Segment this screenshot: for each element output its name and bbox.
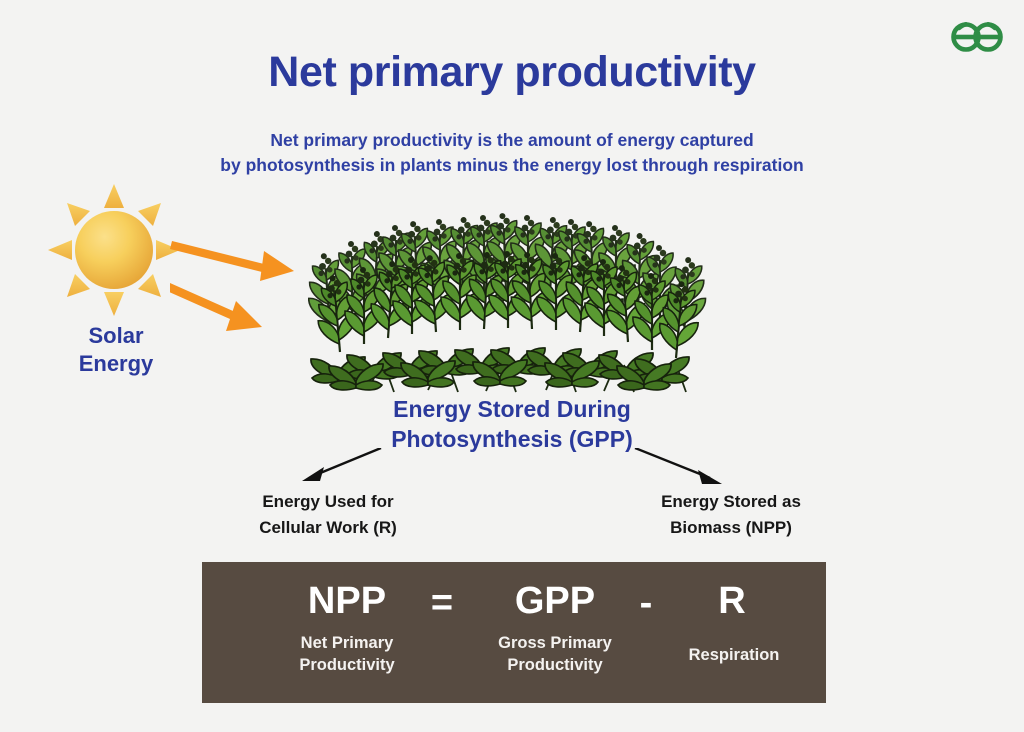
page-subtitle: Net primary productivity is the amount o… — [0, 128, 1024, 178]
gpp-label-line-1: Energy Stored During — [393, 396, 631, 422]
vegetation-bush-icon — [304, 211, 712, 394]
branch-right-line-1: Energy Stored as — [661, 492, 801, 511]
branch-left-line-1: Energy Used for — [262, 492, 394, 511]
npp-expansion-line-1: Net Primary — [300, 634, 394, 652]
geeksforgeeks-logo — [946, 16, 1008, 56]
r-expansion-line-1: Respiration — [688, 646, 780, 664]
branch-label-biomass: Energy Stored as Biomass (NPP) — [608, 489, 854, 541]
solar-ray-arrows — [167, 225, 320, 345]
equation-operator-minus: - — [639, 582, 653, 624]
equation-operator-equals: = — [430, 582, 454, 624]
equation-expansion-r: Respiration — [654, 644, 814, 666]
gpp-split-arrows — [280, 446, 740, 493]
gpp-expansion-line-2: Productivity — [507, 656, 603, 674]
equation-term-gpp: GPP — [514, 580, 596, 622]
branch-left-line-2: Cellular Work (R) — [259, 518, 397, 537]
solar-label-line-2: Energy — [78, 351, 154, 376]
equation-expansion-gpp: Gross Primary Productivity — [470, 632, 640, 676]
solar-energy-label: Solar Energy — [28, 322, 204, 378]
gpp-label-line-2: Photosynthesis (GPP) — [391, 426, 633, 452]
equation-term-r: R — [718, 580, 746, 622]
solar-label-line-1: Solar — [88, 323, 144, 348]
page-title: Net primary productivity — [268, 48, 756, 96]
gpp-label: Energy Stored During Photosynthesis (GPP… — [312, 394, 712, 454]
gpp-expansion-line-1: Gross Primary — [498, 634, 612, 652]
subtitle-line-1: Net primary productivity is the amount o… — [270, 130, 754, 150]
equation-box: NPP Net Primary Productivity = GPP Gross… — [202, 562, 826, 703]
branch-right-line-2: Biomass (NPP) — [670, 518, 792, 537]
sun-icon — [46, 182, 182, 318]
equation-expansion-npp: Net Primary Productivity — [262, 632, 432, 676]
npp-expansion-line-2: Productivity — [299, 656, 395, 674]
subtitle-line-2: by photosynthesis in plants minus the en… — [220, 155, 804, 175]
equation-term-npp: NPP — [307, 580, 387, 622]
branch-label-respiration: Energy Used for Cellular Work (R) — [205, 489, 451, 541]
